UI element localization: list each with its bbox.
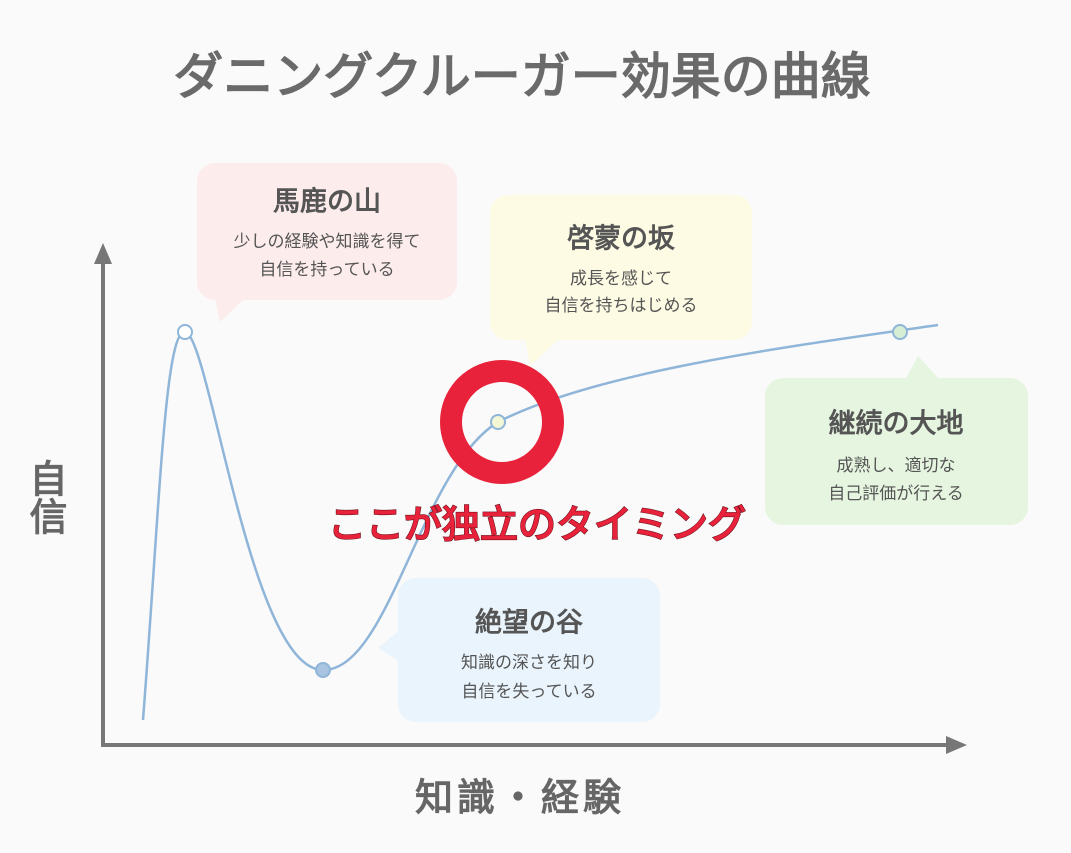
callout-title: 啓蒙の坂 [567, 224, 676, 255]
callout-line: 自信を持ちはじめる [545, 296, 698, 316]
callout-tail [378, 630, 400, 662]
curve-point [892, 324, 908, 340]
callout-texts: 馬鹿の山 少しの経験や知識を得て 自信を持っている 啓蒙の坂 成長を感じて 自信… [234, 186, 964, 703]
callout-tail [905, 356, 940, 380]
callout-box [490, 195, 752, 340]
callout-title: 馬鹿の山 [273, 186, 381, 218]
callout-line: 自信を持っている [259, 260, 394, 280]
callout-line: 自信を失っている [461, 682, 596, 702]
callout-box [197, 163, 457, 300]
callout-title: 絶望の谷 [475, 607, 584, 639]
callout-tail [525, 338, 560, 366]
y-label: 自信 [23, 459, 67, 535]
x-label: 知識・経験 [415, 776, 625, 820]
callout-line: 自己評価が行える [828, 484, 964, 504]
callout-line: 少しの経験や知識を得て [234, 232, 421, 252]
callout-title: 継続の大地 [829, 408, 964, 440]
callout-line: 知識の深さを知り [461, 653, 597, 673]
callout-tail [215, 298, 245, 322]
curve-point [177, 324, 193, 340]
callout-box [765, 378, 1028, 525]
callout-box [398, 578, 660, 722]
callout-line: 成長を感じて [570, 269, 672, 289]
highlight-ring [440, 360, 564, 484]
y-arrow [94, 243, 112, 264]
curve-point [490, 414, 506, 430]
callout-line: 成熟し、適切な [837, 455, 956, 476]
curve-point [315, 662, 331, 678]
title: ダニングクルーガー効果の曲線 [173, 48, 871, 106]
callout-shapes [197, 163, 1028, 722]
x-arrow [946, 736, 967, 754]
axes [94, 243, 967, 754]
annotation: ここが独立のタイミング [328, 503, 746, 547]
